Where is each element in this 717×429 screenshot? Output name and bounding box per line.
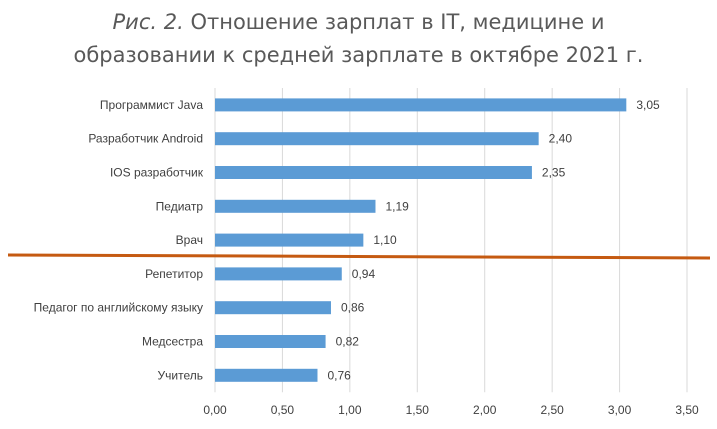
category-label: IOS разработчик	[110, 166, 204, 180]
bar	[215, 199, 376, 213]
category-label: Учитель	[158, 368, 203, 382]
x-tick-label: 1,00	[338, 403, 362, 417]
bar	[215, 301, 331, 315]
x-tick-label: 3,00	[608, 403, 632, 417]
category-label: Медсестра	[142, 335, 203, 349]
value-label: 1,19	[385, 199, 409, 213]
category-label: Педиатр	[156, 199, 204, 213]
value-label: 0,82	[336, 335, 360, 349]
figure-number: Рис. 2.	[112, 10, 184, 34]
value-label: 0,94	[352, 267, 376, 281]
value-label: 2,40	[549, 132, 573, 146]
bar	[215, 132, 539, 146]
bar	[215, 233, 364, 247]
title-line-2: образовании к средней зарплате в октябре…	[73, 43, 644, 67]
chart-title: Рис. 2. Отношение зарплат в IT, медицине…	[0, 6, 717, 72]
category-label: Репетитор	[145, 267, 203, 281]
divider-line	[7, 253, 711, 260]
bar	[215, 368, 318, 382]
bar	[215, 98, 627, 112]
title-line-1: Рис. 2. Отношение зарплат в IT, медицине…	[0, 6, 717, 39]
category-label: Программист Java	[100, 98, 203, 112]
x-tick-label: 0,50	[271, 403, 295, 417]
x-tick-label: 1,50	[406, 403, 430, 417]
category-label: Педагог по английскому языку	[34, 301, 203, 315]
title-text-1: Отношение зарплат в IT, медицине и	[190, 10, 605, 34]
divider-line-stroke	[7, 253, 711, 260]
x-tick-label: 0,00	[203, 403, 227, 417]
x-tick-label: 3,50	[675, 403, 699, 417]
category-labels: Программист Java Разработчик Android IOS р…	[34, 98, 204, 382]
value-label: 0,76	[327, 368, 351, 382]
bar	[215, 267, 342, 281]
x-axis-ticks: 0,00 0,50 1,00 1,50 2,00 2,50 3,00 3,50	[203, 403, 699, 417]
x-tick-label: 2,00	[473, 403, 497, 417]
value-labels: 3,05 2,40 2,35 1,19 1,10 0,94 0,86 0,82 0,76	[327, 98, 660, 382]
value-label: 0,86	[341, 301, 365, 315]
bars	[215, 98, 627, 382]
bar	[215, 166, 532, 179]
category-label: Врач	[176, 233, 203, 247]
value-label: 2,35	[542, 166, 566, 180]
x-tick-label: 2,50	[540, 403, 564, 417]
category-label: Разработчик Android	[88, 132, 203, 146]
value-label: 1,10	[373, 233, 397, 247]
value-label: 3,05	[636, 98, 660, 112]
bar	[215, 335, 326, 348]
